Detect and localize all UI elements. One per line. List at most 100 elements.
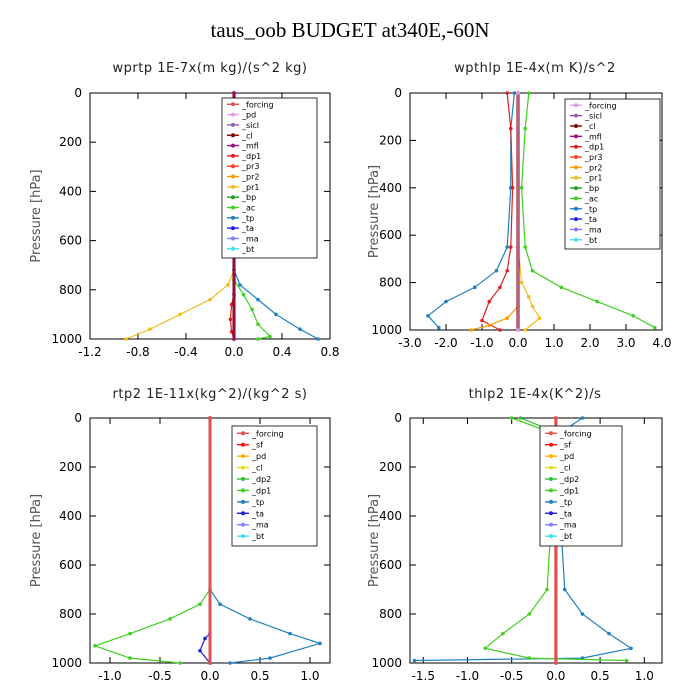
data-point-ac: [198, 602, 202, 606]
legend-label: _dp1: [559, 486, 579, 495]
legend-label: _pd: [559, 452, 574, 461]
legend-box: [539, 425, 623, 547]
legend-label: _bt: [559, 532, 572, 541]
data-point-dp1: [480, 318, 484, 323]
x-tick-label: -1.2: [78, 345, 101, 359]
legend-label: _forcing: [241, 100, 274, 109]
legend-marker: [231, 102, 235, 107]
legend-marker: [231, 236, 235, 241]
legend-label: _pr1: [241, 183, 259, 192]
data-point-ac: [519, 186, 524, 190]
legend-label: _ac: [584, 194, 598, 203]
data-point-ac: [256, 322, 260, 327]
y-tick-label: 600: [379, 558, 402, 572]
legend-label: _cl: [251, 464, 263, 473]
legend-marker: [549, 454, 553, 459]
legend-marker: [574, 206, 578, 211]
legend-label: _cl: [559, 464, 571, 473]
data-point-forcing: [208, 661, 212, 665]
x-tick-label: 0.0: [200, 669, 219, 683]
legend-label: _dp1: [251, 486, 271, 495]
data-point-pr1: [226, 283, 230, 287]
x-tick-label: 0.0: [224, 345, 243, 359]
y-axis-label: Pressure [hPa]: [29, 169, 44, 262]
data-point-tp: [512, 91, 517, 95]
legend-label: _sicl: [584, 112, 602, 121]
legend-label: _ma: [251, 521, 269, 530]
data-point-tp: [444, 299, 448, 304]
data-point-ac: [527, 612, 532, 616]
legend-label: _tp: [584, 205, 597, 214]
data-point-tp: [437, 325, 441, 330]
series-line-ac: [93, 418, 211, 664]
legend-label: _ma: [584, 225, 602, 234]
data-point-ac: [128, 631, 132, 636]
data-point-ac: [241, 292, 246, 297]
series-line-pr1: [517, 93, 541, 331]
data-point-tp: [256, 297, 260, 302]
legend-label: _ta: [241, 224, 254, 233]
legend-label: _cl: [584, 122, 596, 131]
data-point-tp: [318, 641, 322, 646]
legend-label: _dp2: [559, 475, 579, 484]
data-point-pr1: [208, 297, 212, 302]
x-tick-label: 0.5: [250, 669, 269, 683]
legend-marker: [241, 522, 245, 527]
plot-frame: [89, 92, 331, 340]
y-axis-label: Pressure [hPa]: [367, 165, 382, 258]
x-tick-label: -0.4: [174, 345, 197, 359]
legend-label: _tp: [559, 498, 572, 507]
data-point-pr1: [124, 337, 128, 341]
legend-marker: [574, 196, 578, 201]
x-tick-label: -1.0: [470, 336, 493, 350]
legend-marker: [231, 174, 235, 179]
legend-marker: [241, 442, 245, 447]
data-point-ac: [523, 126, 527, 131]
y-tick-label: 600: [59, 234, 82, 248]
x-tick-label: -1.0: [456, 669, 479, 683]
data-point-pr1: [537, 316, 542, 320]
legend-marker: [574, 217, 578, 222]
series-line-tp: [209, 418, 323, 664]
data-point-ac: [93, 644, 97, 648]
data-point-tp: [268, 656, 272, 660]
data-point-ac: [595, 299, 599, 304]
y-axis-label: Pressure [hPa]: [367, 494, 382, 587]
x-tick-label: 1.0: [544, 336, 563, 350]
data-point-tp: [238, 283, 242, 287]
data-point-ta: [203, 636, 207, 641]
data-point-pr1: [530, 304, 535, 309]
data-point-tp: [298, 327, 302, 331]
legend-marker: [241, 511, 245, 516]
legend-label: _pd: [251, 452, 266, 461]
legend-marker: [241, 477, 245, 481]
data-point-ac: [559, 285, 563, 290]
legend-label: _sf: [251, 441, 263, 450]
legend-label: _pr1: [584, 174, 602, 183]
legend-marker: [549, 431, 553, 436]
legend-marker: [549, 522, 553, 527]
data-point-pr2: [469, 328, 474, 332]
data-point-tp: [316, 337, 320, 341]
legend-marker: [231, 133, 235, 138]
legend-label: _ta: [559, 509, 572, 518]
x-tick-label: 0.5: [591, 669, 610, 683]
legend-label: _forcing: [559, 429, 592, 438]
x-tick-label: 0.8: [320, 345, 339, 359]
x-tick-label: 0.0: [546, 669, 565, 683]
page-title: taus_oob BUDGET at340E,-60N: [210, 18, 490, 42]
legend-label: _cl: [241, 131, 253, 140]
data-point-pr1: [527, 295, 531, 299]
data-point-dp1: [510, 186, 515, 190]
legend-marker: [574, 103, 578, 108]
legend-label: _sicl: [241, 121, 259, 130]
y-tick-label: 400: [379, 181, 402, 195]
legend-marker: [231, 246, 235, 251]
data-point-tp: [629, 646, 633, 651]
legend-label: _ta: [584, 215, 597, 224]
data-point-pr1: [148, 327, 152, 331]
x-tick-label: 0.4: [272, 345, 291, 359]
data-point-dp1: [505, 268, 510, 273]
data-point-tp: [228, 661, 232, 665]
